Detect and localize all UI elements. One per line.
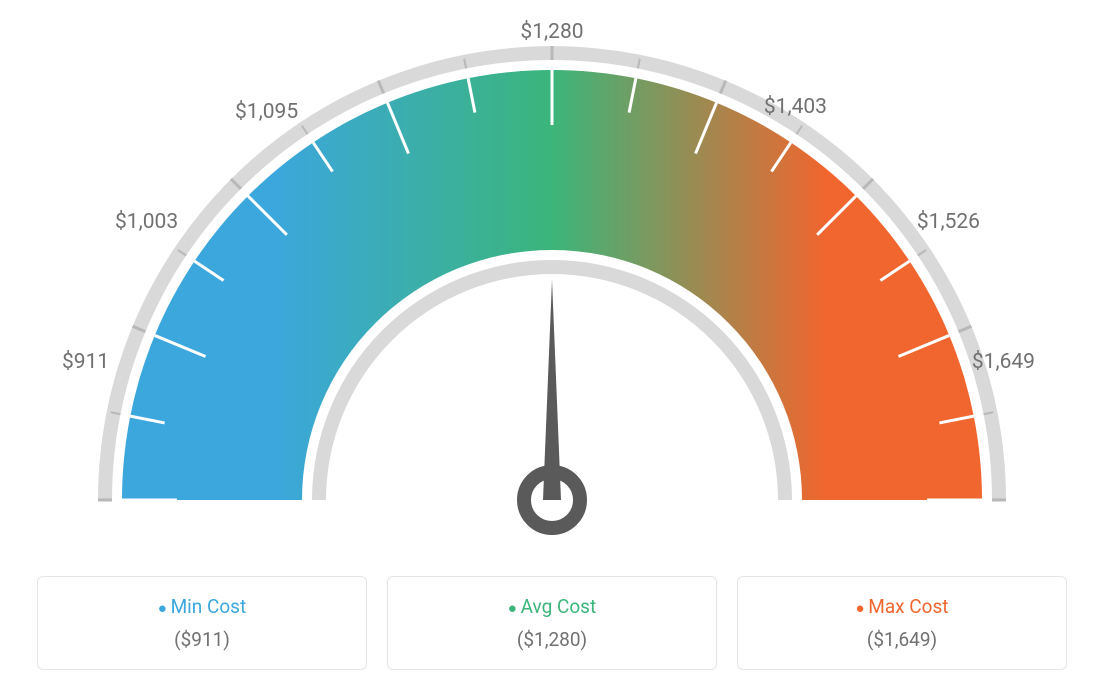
gauge-tick-label: $1,280 (520, 20, 583, 44)
gauge-tick-label: $1,095 (235, 100, 298, 124)
gauge-tick-label: $1,003 (115, 210, 178, 234)
gauge-chart (0, 0, 1104, 560)
chart-container: $911 $1,003 $1,095 $1,280 $1,403 $1,526 $1,649… (0, 0, 1104, 690)
legend-value-min: ($911) (48, 628, 356, 651)
legend-value-max: ($1,649) (748, 628, 1056, 651)
legend-title-min: Min Cost (48, 595, 356, 618)
legend-title-avg: Avg Cost (398, 595, 706, 618)
legend-value-avg: ($1,280) (398, 628, 706, 651)
gauge-tick-label: $1,649 (972, 350, 1035, 374)
gauge-tick-label: $911 (62, 350, 109, 374)
legend-card-max: Max Cost ($1,649) (737, 576, 1067, 670)
gauge-area: $911 $1,003 $1,095 $1,280 $1,403 $1,526 $1,649 (0, 0, 1104, 560)
gauge-tick-label: $1,403 (764, 95, 827, 119)
legend-title-max: Max Cost (748, 595, 1056, 618)
gauge-tick-label: $1,526 (917, 210, 980, 234)
legend-card-avg: Avg Cost ($1,280) (387, 576, 717, 670)
legend-card-min: Min Cost ($911) (37, 576, 367, 670)
legend-row: Min Cost ($911) Avg Cost ($1,280) Max Co… (0, 576, 1104, 670)
